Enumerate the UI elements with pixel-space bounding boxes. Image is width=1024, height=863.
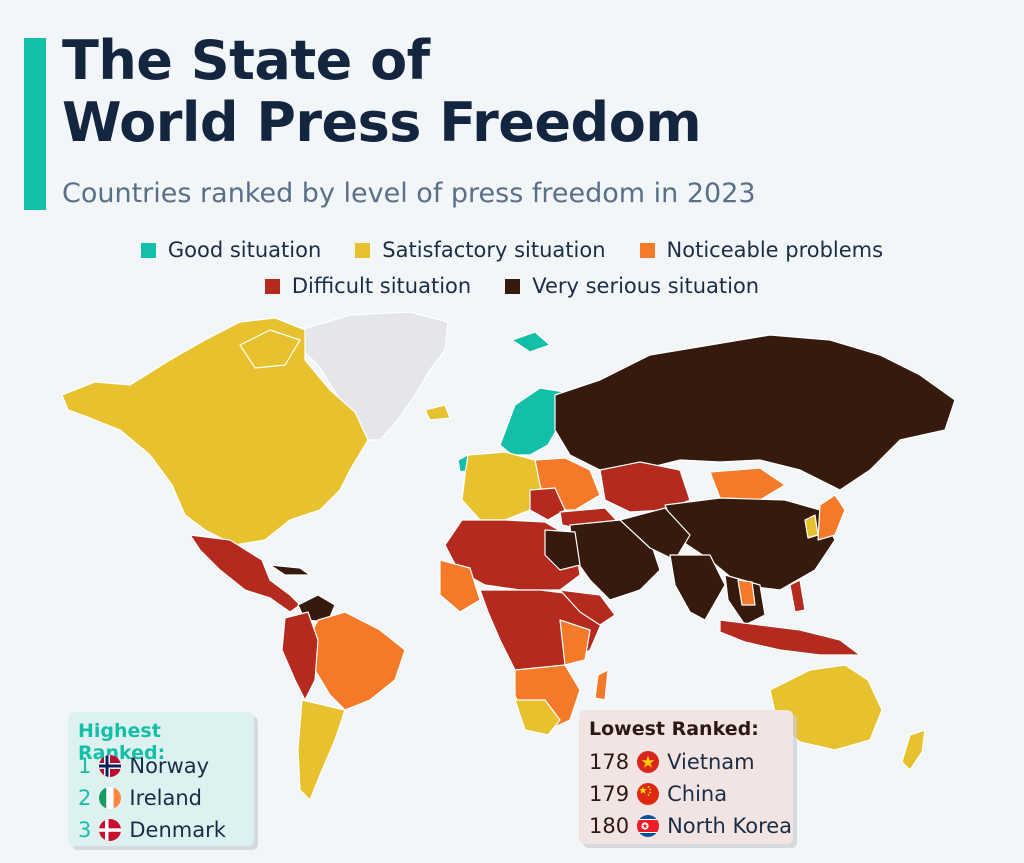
country-name: Ireland — [129, 786, 203, 810]
region-east-africa — [559, 619, 591, 666]
region-japan — [817, 494, 846, 541]
vietnam-flag-icon — [637, 751, 660, 773]
legend-row-1: Good situation Satisfactory situation No… — [0, 238, 1024, 262]
region-iceland — [424, 404, 451, 421]
north-korea-flag-icon — [637, 815, 660, 837]
region-iran-afghan — [619, 507, 691, 561]
highest-rank-row-2: 2 Ireland — [78, 786, 202, 810]
region-egypt — [544, 529, 581, 571]
rank-number: 3 — [78, 818, 92, 842]
region-india — [669, 554, 726, 621]
lowest-rank-row-3: 180 North Korea — [589, 814, 792, 838]
denmark-flag-icon — [99, 819, 122, 841]
legend-item-difficult: Difficult situation — [264, 274, 472, 298]
lowest-ranked-title: Lowest Ranked: — [589, 718, 759, 740]
region-svalbard — [511, 331, 551, 353]
legend-label-very-serious: Very serious situation — [532, 274, 760, 298]
country-name: Vietnam — [667, 750, 755, 774]
country-name: Denmark — [129, 818, 226, 842]
region-mexico — [189, 534, 301, 613]
legend-row-2: Difficult situation Very serious situati… — [0, 274, 1024, 298]
region-andes — [281, 611, 319, 701]
region-thailand — [737, 579, 756, 606]
country-name: China — [667, 782, 728, 806]
region-cuba — [269, 564, 311, 576]
region-horn-africa — [559, 589, 616, 626]
highest-ranked-title: Highest Ranked: — [78, 720, 166, 764]
region-balkans — [529, 487, 566, 521]
world-map — [61, 311, 956, 801]
legend-label-noticeable: Noticeable problems — [666, 238, 884, 262]
region-brazil — [304, 611, 406, 711]
title-accent-bar — [24, 38, 46, 210]
region-west-africa — [439, 559, 481, 613]
rank-number: 180 — [589, 814, 630, 838]
region-new-zealand — [901, 729, 926, 771]
legend-swatch-difficult — [264, 278, 280, 294]
region-mongolia — [709, 467, 786, 501]
highest-rank-row-1: 1 Norway — [78, 754, 209, 778]
rank-number: 179 — [589, 782, 630, 806]
region-south-africa — [514, 699, 561, 736]
legend-item-good: Good situation — [140, 238, 322, 262]
region-north-america — [61, 317, 369, 546]
region-greenland — [299, 311, 449, 441]
region-korea — [804, 514, 819, 539]
legend-item-satisfactory: Satisfactory situation — [355, 238, 606, 262]
page-subtitle: Countries ranked by level of press freed… — [62, 178, 756, 209]
rank-number: 2 — [78, 786, 92, 810]
legend-label-good: Good situation — [167, 238, 322, 262]
page-title: The State of World Press Freedom — [62, 29, 702, 154]
highest-ranked-box: Highest Ranked: 1 Norway 2 Ireland 3 Den… — [68, 712, 254, 846]
norway-flag-icon — [99, 755, 122, 777]
legend-swatch-noticeable — [639, 242, 655, 258]
country-name: Norway — [129, 754, 210, 778]
legend-item-very-serious: Very serious situation — [505, 274, 759, 298]
region-canadian-islands — [239, 329, 301, 369]
region-madagascar — [594, 669, 609, 701]
title-line-2: World Press Freedom — [62, 91, 702, 154]
legend-swatch-satisfactory — [355, 242, 371, 258]
country-name: North Korea — [667, 814, 793, 838]
lowest-rank-row-1: 178 Vietnam — [589, 750, 755, 774]
legend-item-noticeable: Noticeable problems — [639, 238, 884, 262]
lowest-ranked-box: Lowest Ranked: 178 Vietnam 179 China 180… — [579, 710, 793, 844]
ireland-flag-icon — [99, 787, 122, 809]
highest-rank-row-3: 3 Denmark — [78, 818, 226, 842]
region-china — [664, 497, 836, 591]
title-line-1: The State of — [62, 29, 430, 92]
legend-swatch-good — [140, 242, 156, 258]
legend-swatch-very-serious — [505, 278, 521, 294]
region-southern-cone — [297, 699, 346, 801]
rank-number: 1 — [78, 754, 92, 778]
region-western-europe — [461, 451, 546, 521]
legend-label-satisfactory: Satisfactory situation — [382, 238, 606, 262]
lowest-rank-row-2: 179 China — [589, 782, 727, 806]
rank-number: 178 — [589, 750, 630, 774]
legend-label-difficult: Difficult situation — [291, 274, 472, 298]
china-flag-icon — [637, 783, 660, 805]
region-indonesia — [719, 619, 861, 656]
region-philippines — [789, 579, 806, 613]
